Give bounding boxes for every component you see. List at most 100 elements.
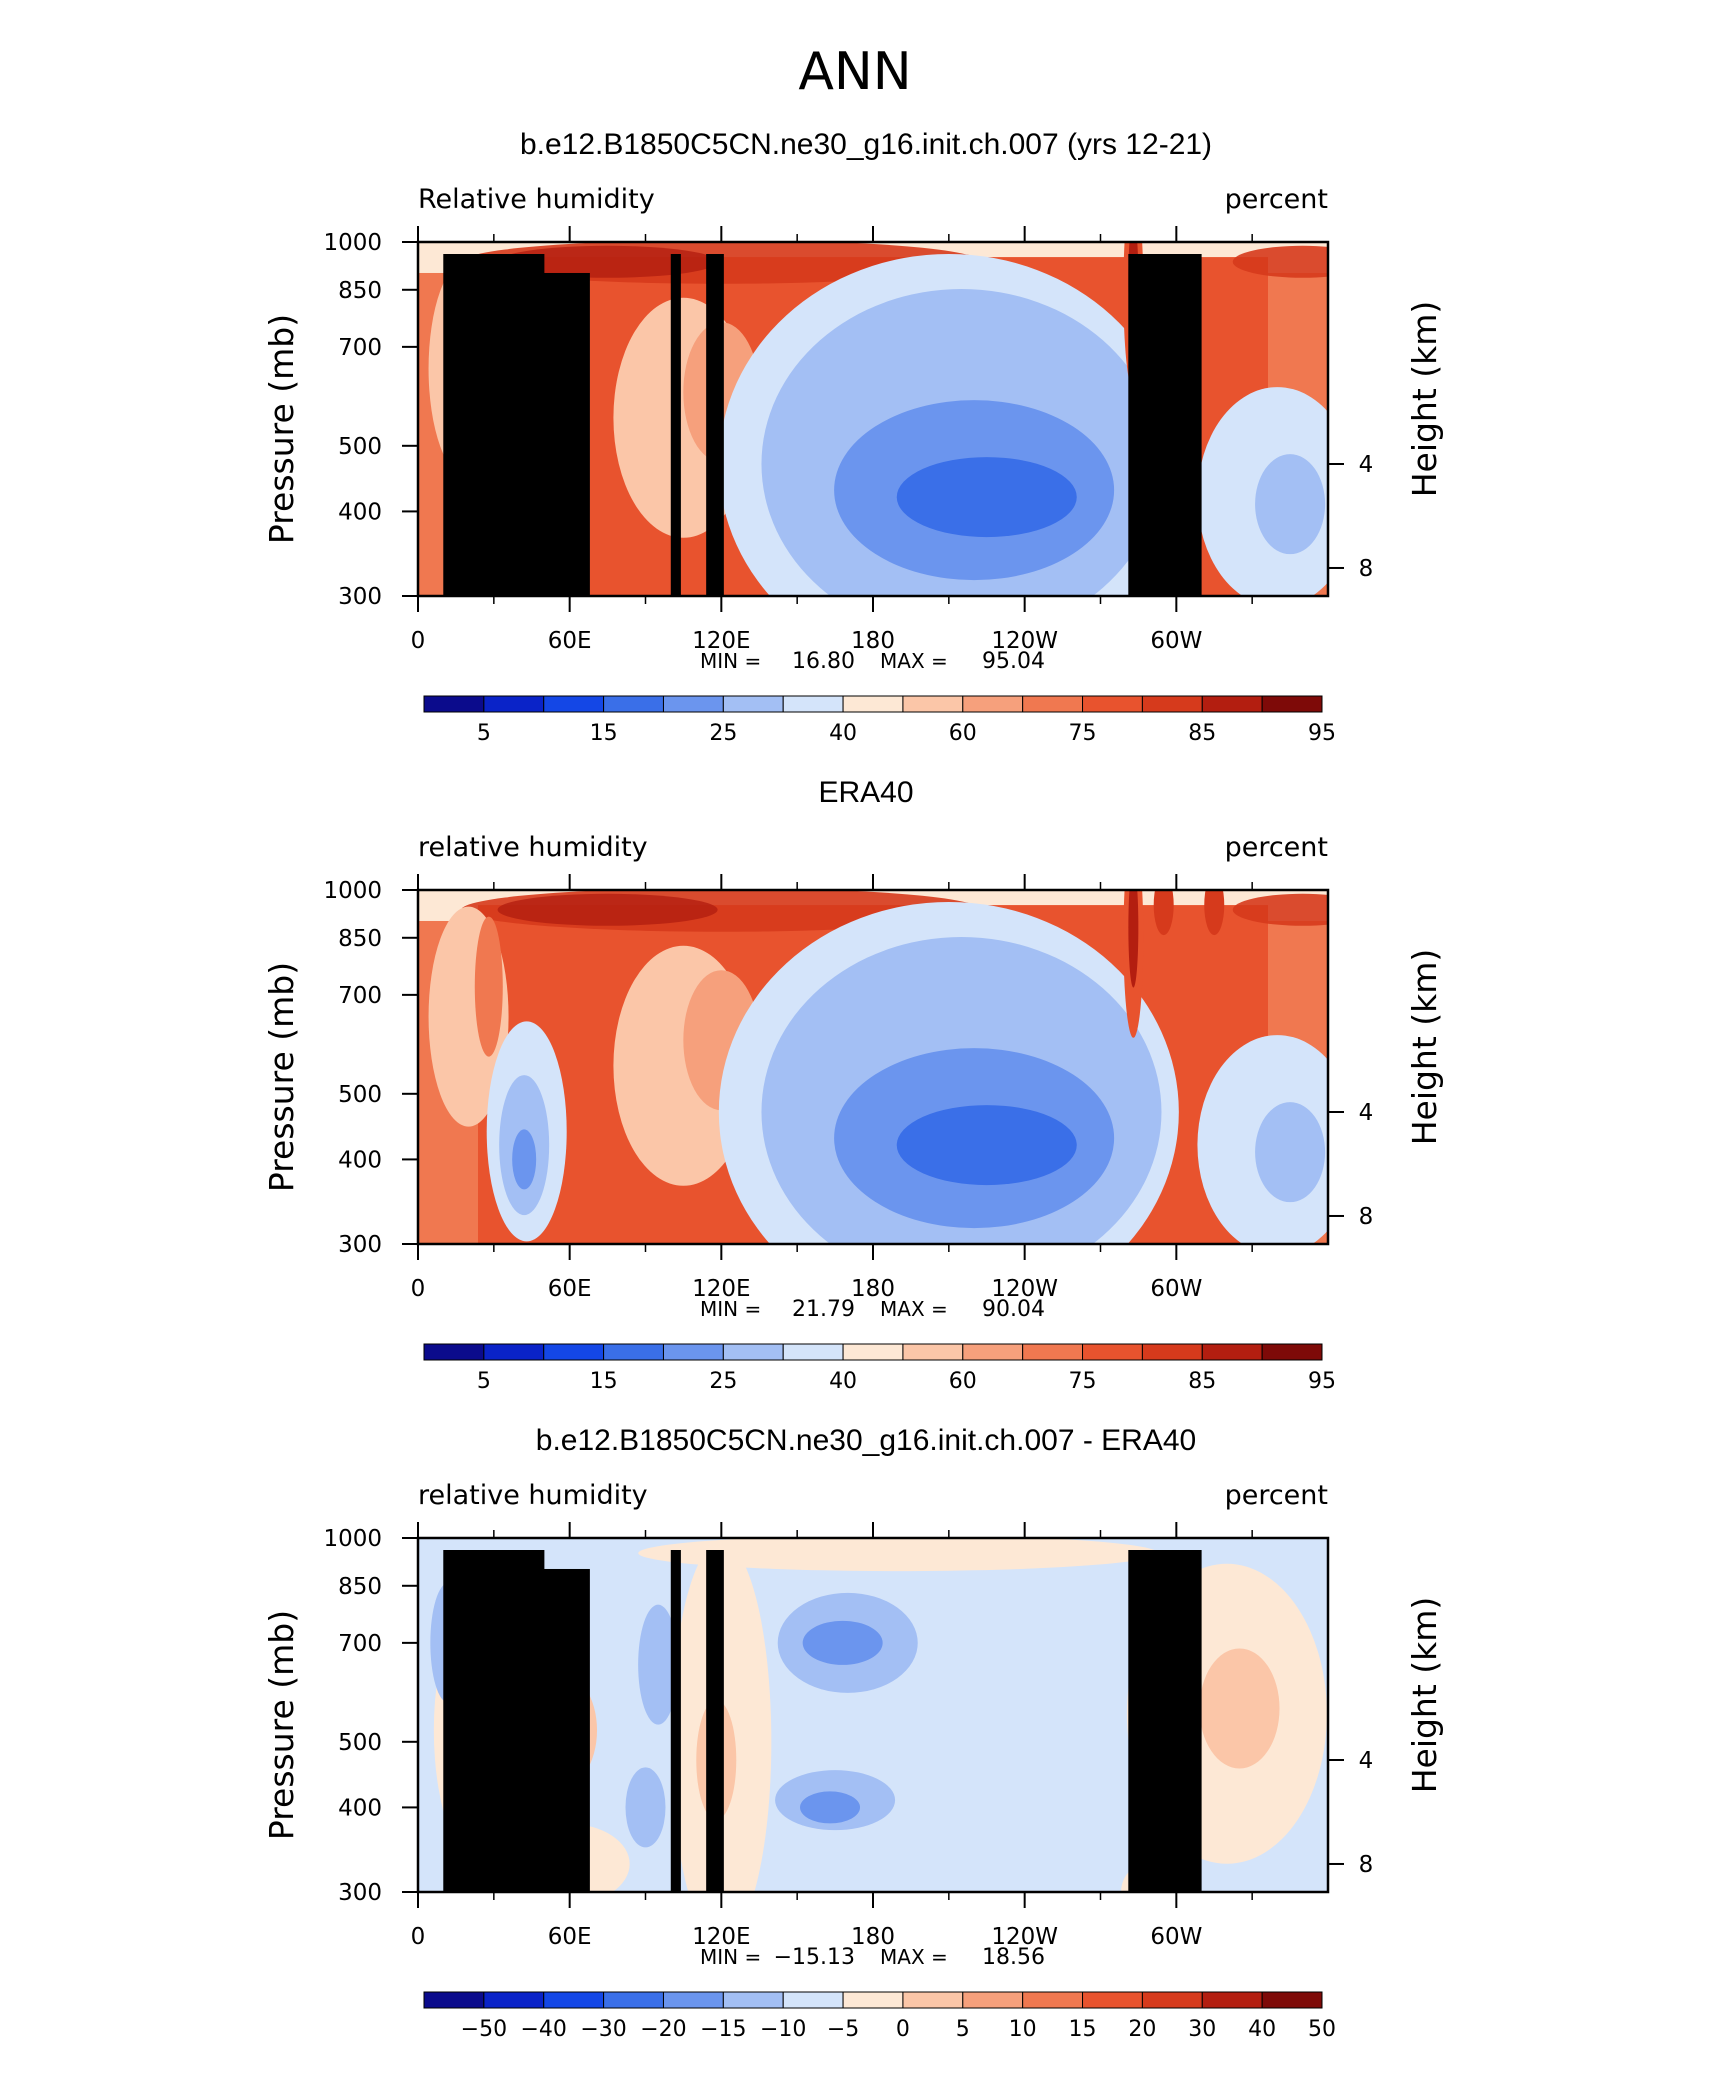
height-tick-label: 4: [1359, 1100, 1374, 1126]
colorbar-box: [1261, 1343, 1323, 1361]
colorbar-label: −10: [760, 2017, 806, 2042]
colorbar-label: 50: [1308, 2017, 1336, 2042]
x-tick-label: 120E: [692, 1276, 750, 1302]
variable-label: relative humidity: [418, 1480, 648, 1511]
colorbar-label: 30: [1188, 2017, 1216, 2042]
y-tick-label: 850: [338, 1574, 382, 1600]
y-tick-label: 700: [338, 335, 382, 361]
min-value: −15.13: [774, 1945, 855, 1970]
colorbar-box: [662, 695, 724, 713]
colorbar-box: [483, 695, 545, 713]
terrain-mask: [706, 1550, 724, 1892]
terrain-mask: [670, 1550, 681, 1892]
colorbar-box: [662, 1991, 724, 2009]
colorbar-box: [1082, 1343, 1143, 1361]
colorbar-box: [1082, 1991, 1143, 2009]
height-tick-label: 8: [1359, 1852, 1374, 1878]
colorbar-box: [902, 1991, 964, 2009]
max-value: 90.04: [982, 1297, 1045, 1322]
colorbar-box: [603, 1343, 664, 1361]
colorbar-label: 95: [1308, 721, 1336, 746]
y-tick-label: 400: [338, 1795, 382, 1821]
colorbar-label: 40: [829, 721, 857, 746]
colorbar-label: 40: [829, 1369, 857, 1394]
terrain-mask: [1128, 1550, 1202, 1892]
x-tick-label: 180: [851, 1924, 895, 1950]
x-tick-label: 60E: [548, 628, 592, 654]
y-tick-label: 1000: [323, 878, 382, 904]
colorbar-label: −50: [461, 2017, 507, 2042]
colorbar-label: 25: [709, 721, 737, 746]
page-title: ANN: [798, 42, 912, 102]
colorbar-label: 60: [949, 721, 977, 746]
colorbar-box: [842, 1991, 904, 2009]
y-tick-label: 400: [338, 499, 382, 525]
colorbar-box: [1141, 695, 1203, 713]
y-tick-label: 300: [338, 1880, 382, 1906]
y2-axis-label: Height (km): [1405, 1597, 1444, 1794]
x-tick-label: 120W: [991, 1276, 1058, 1302]
colorbar-box: [483, 1991, 545, 2009]
colorbar-box: [722, 1343, 784, 1361]
max-label: MAX =: [880, 1945, 948, 1969]
colorbar-box: [782, 1343, 844, 1361]
x-tick-label: 120W: [991, 1924, 1058, 1950]
colorbar-box: [1261, 1991, 1323, 2009]
terrain-mask: [670, 254, 681, 596]
colorbar-box: [962, 1343, 1024, 1361]
min-label: MIN =: [700, 1297, 761, 1321]
y-tick-label: 400: [338, 1147, 382, 1173]
colorbar-label: 20: [1128, 2017, 1156, 2042]
units-label: percent: [1225, 1480, 1328, 1511]
x-tick-label: 60W: [1150, 1924, 1202, 1950]
y-axis-label: Pressure (mb): [262, 1610, 301, 1840]
x-tick-label: 0: [411, 1924, 426, 1950]
colorbar-box: [1261, 695, 1323, 713]
x-tick-label: 120E: [692, 1924, 750, 1950]
min-label: MIN =: [700, 1945, 761, 1969]
y-tick-label: 850: [338, 278, 382, 304]
panel-2: ERA40 relative humidity percent 0 60E 120E 180…: [262, 776, 1444, 1394]
min-value: 16.80: [792, 649, 855, 674]
colorbar-box: [962, 1991, 1024, 2009]
height-tick-label: 8: [1359, 1204, 1374, 1230]
x-tick-label: 60E: [548, 1276, 592, 1302]
colorbar-label: −20: [640, 2017, 686, 2042]
colorbar-label: 15: [1069, 2017, 1097, 2042]
colorbar-box: [1022, 1991, 1084, 2009]
terrain-mask: [1128, 254, 1202, 596]
y2-axis-label: Height (km): [1405, 949, 1444, 1146]
colorbar-box: [722, 1991, 784, 2009]
colorbar-label: 15: [590, 1369, 618, 1394]
colorbar: 5 15 25 40 60 75 85 95: [423, 1343, 1336, 1394]
colorbar-label: 75: [1069, 721, 1097, 746]
y-axis-label: Pressure (mb): [262, 962, 301, 1192]
colorbar-box: [842, 1343, 904, 1361]
units-label: percent: [1225, 184, 1328, 215]
colorbar-label: 40: [1248, 2017, 1276, 2042]
colorbar-label: 95: [1308, 1369, 1336, 1394]
terrain-mask: [706, 254, 724, 596]
max-label: MAX =: [880, 649, 948, 673]
colorbar-box: [1201, 1343, 1263, 1361]
colorbar-label: 85: [1188, 721, 1216, 746]
y-tick-label: 700: [338, 983, 382, 1009]
colorbar-label: 0: [896, 2017, 910, 2042]
x-tick-label: 120W: [991, 628, 1058, 654]
height-tick-label: 4: [1359, 452, 1374, 478]
variable-label: relative humidity: [418, 832, 648, 863]
max-value: 95.04: [982, 649, 1045, 674]
height-tick-label: 8: [1359, 556, 1374, 582]
y-tick-label: 1000: [323, 230, 382, 256]
contour-field: [418, 1538, 1328, 1892]
y2-axis-label: Height (km): [1405, 301, 1444, 498]
y-axis-label: Pressure (mb): [262, 314, 301, 544]
x-tick-label: 60W: [1150, 628, 1202, 654]
contour-field: [418, 890, 1328, 1244]
colorbar-box: [1022, 695, 1084, 713]
colorbar: −50 −40 −30 −20 −15 −10 −5 0 5 10 15 20 30 40 50: [423, 1991, 1336, 2042]
y-tick-label: 300: [338, 1232, 382, 1258]
panel-3: b.e12.B1850C5CN.ne30_g16.init.ch.007 - E…: [262, 1424, 1444, 2042]
units-label: percent: [1225, 832, 1328, 863]
